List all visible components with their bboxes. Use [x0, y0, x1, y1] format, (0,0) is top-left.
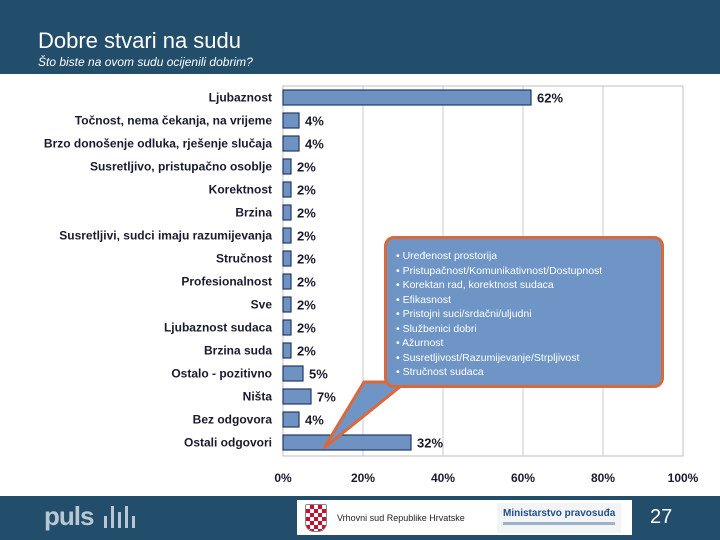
x-tick-label: 20%: [351, 471, 375, 485]
callout-pointer: [322, 380, 411, 450]
bar: [282, 181, 292, 198]
x-tick-label: 60%: [511, 471, 535, 485]
bar: [282, 342, 292, 359]
bar: [282, 227, 292, 244]
bar: [282, 296, 292, 313]
category-label: Stručnost: [216, 252, 272, 266]
data-label: 2%: [297, 298, 316, 313]
bar: [282, 411, 300, 428]
callout-item: • Pristupačnost/Komunikativnost/Dostupno…: [396, 264, 603, 277]
data-label: 2%: [297, 160, 316, 175]
category-label: Ostali odgovori: [184, 436, 272, 450]
ministry-label: Ministarstvo pravosuđa: [503, 508, 616, 519]
bar: [282, 158, 292, 175]
category-label: Brzina suda: [204, 344, 272, 358]
callout-item: • Stručnost sudaca: [396, 366, 484, 378]
bar: [282, 204, 292, 221]
category-label: Profesionalnost: [181, 275, 272, 289]
category-label: Brzina: [235, 206, 272, 220]
header-bar: Dobre stvari na sudu Što biste na ovom s…: [0, 0, 720, 74]
data-label: 4%: [305, 413, 324, 428]
court-label: Vrhovni sud Republike Hrvatske: [337, 513, 465, 523]
bar: [282, 89, 532, 106]
data-label: 4%: [305, 114, 324, 129]
slide-subtitle: Što biste na ovom sudu ocijenili dobrim?: [38, 55, 253, 69]
x-tick-label: 100%: [668, 471, 699, 485]
bar: [282, 273, 292, 290]
data-label: 2%: [297, 183, 316, 198]
callout-item: • Uređenost prostorija: [396, 250, 498, 262]
bar: [282, 319, 292, 336]
category-label: Brzo donošenje odluka, rješenje slučaja: [44, 137, 272, 151]
category-label: Bez odgovora: [193, 413, 273, 427]
footer-bar: puls Vrhovni sud Republike Hrvatske Mini…: [0, 496, 720, 540]
callout-item: • Ažurnost: [396, 337, 444, 349]
data-label: 2%: [297, 321, 316, 336]
x-tick-label: 80%: [591, 471, 615, 485]
plot-frame: [282, 85, 684, 457]
data-label: 2%: [297, 344, 316, 359]
category-label: Ostalo - pozitivno: [171, 367, 272, 381]
x-tick-label: 0%: [274, 471, 292, 485]
data-label: 32%: [417, 436, 443, 451]
puls-logo-bars-icon: [104, 506, 138, 528]
callout-box: • Uređenost prostorija • Pristupačnost/Ko…: [322, 236, 664, 450]
bar: [282, 112, 300, 129]
category-label: Korektnost: [209, 183, 272, 197]
callout-list: • Uređenost prostorija • Pristupačnost/Ko…: [396, 249, 602, 380]
category-label: Ljubaznost: [209, 91, 272, 105]
callout-item: • Pristojni suci/srdačni/uljudni: [396, 308, 532, 320]
croatian-coat-of-arms-icon: [305, 504, 327, 532]
category-label: Točnost, nema čekanja, na vrijeme: [75, 114, 273, 128]
data-label: 62%: [537, 91, 563, 106]
page-number: 27: [650, 506, 673, 528]
bar: [282, 365, 304, 382]
ministry-logo-stripe: [503, 522, 615, 525]
callout-item: • Korektan rad, korektnost sudaca: [396, 279, 554, 291]
data-label: 2%: [297, 252, 316, 267]
data-label: 2%: [297, 206, 316, 221]
callout-item: • Efikasnost: [396, 293, 452, 306]
data-label: 2%: [297, 229, 316, 244]
callout-item: • Susretljivost/Razumijevanje/Strpljivos…: [396, 351, 580, 364]
category-label: Ljubaznost sudaca: [164, 321, 272, 335]
bar: [282, 434, 412, 451]
puls-logo: puls: [44, 501, 94, 531]
slide-title: Dobre stvari na sudu: [38, 28, 241, 53]
footer-logos-panel: Vrhovni sud Republike Hrvatske Ministars…: [297, 500, 632, 535]
ministry-logo: Ministarstvo pravosuđa: [497, 503, 621, 533]
category-label: Susretljivi, sudci imaju razumijevanja: [59, 229, 272, 243]
data-label: 5%: [309, 367, 328, 382]
data-label: 7%: [317, 390, 336, 405]
category-label: Sve: [251, 298, 273, 312]
callout-panel: [384, 236, 664, 388]
x-tick-label: 40%: [431, 471, 455, 485]
bar: [282, 388, 312, 405]
callout-item: • Službenici dobri: [396, 322, 477, 335]
data-label: 2%: [297, 275, 316, 290]
bar: [282, 135, 300, 152]
bar: [282, 250, 292, 267]
category-label: Ništa: [243, 390, 273, 404]
bar-chart: Ljubaznost 62% Točnost, nema čekanja, na v…: [44, 85, 699, 485]
category-label: Susretljivo, pristupačno osoblje: [90, 160, 272, 174]
data-label: 4%: [305, 137, 324, 152]
